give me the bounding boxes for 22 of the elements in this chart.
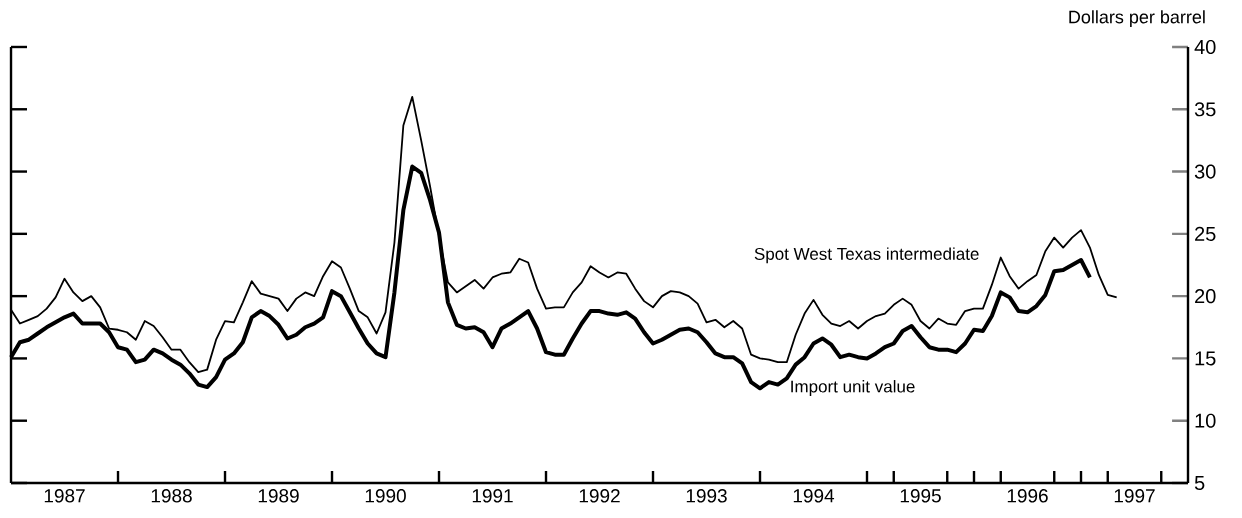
y-tick-label: 30: [1194, 164, 1216, 179]
x-tick-label: 1993: [686, 489, 727, 503]
x-tick-label: 1989: [258, 489, 299, 503]
y-tick-label: 15: [1195, 351, 1216, 366]
series-label: Import unit value: [791, 380, 915, 396]
series-label: Spot West Texas intermediate: [754, 247, 979, 264]
x-tick-label: 1994: [793, 489, 835, 503]
x-tick-label: 1990: [365, 489, 406, 503]
y-tick-label: 10: [1195, 413, 1216, 428]
x-tick-label: 1991: [472, 489, 513, 503]
x-tick-label: 1995: [900, 489, 941, 503]
y-tick-label: 20: [1195, 289, 1216, 304]
x-tick-label: 1997: [1114, 489, 1155, 503]
y-tick-label: 40: [1194, 39, 1216, 55]
y-tick-label: 35: [1194, 102, 1216, 117]
y-tick-label: 5: [1194, 476, 1205, 490]
x-tick-label: 1988: [151, 489, 192, 503]
x-tick-label: 1996: [1007, 489, 1048, 503]
x-tick-label: 1987: [44, 489, 85, 503]
y-axis-title: Dollars per barrel: [1069, 10, 1205, 27]
x-tick-label: 1992: [579, 489, 620, 503]
y-tick-label: 25: [1195, 226, 1216, 241]
